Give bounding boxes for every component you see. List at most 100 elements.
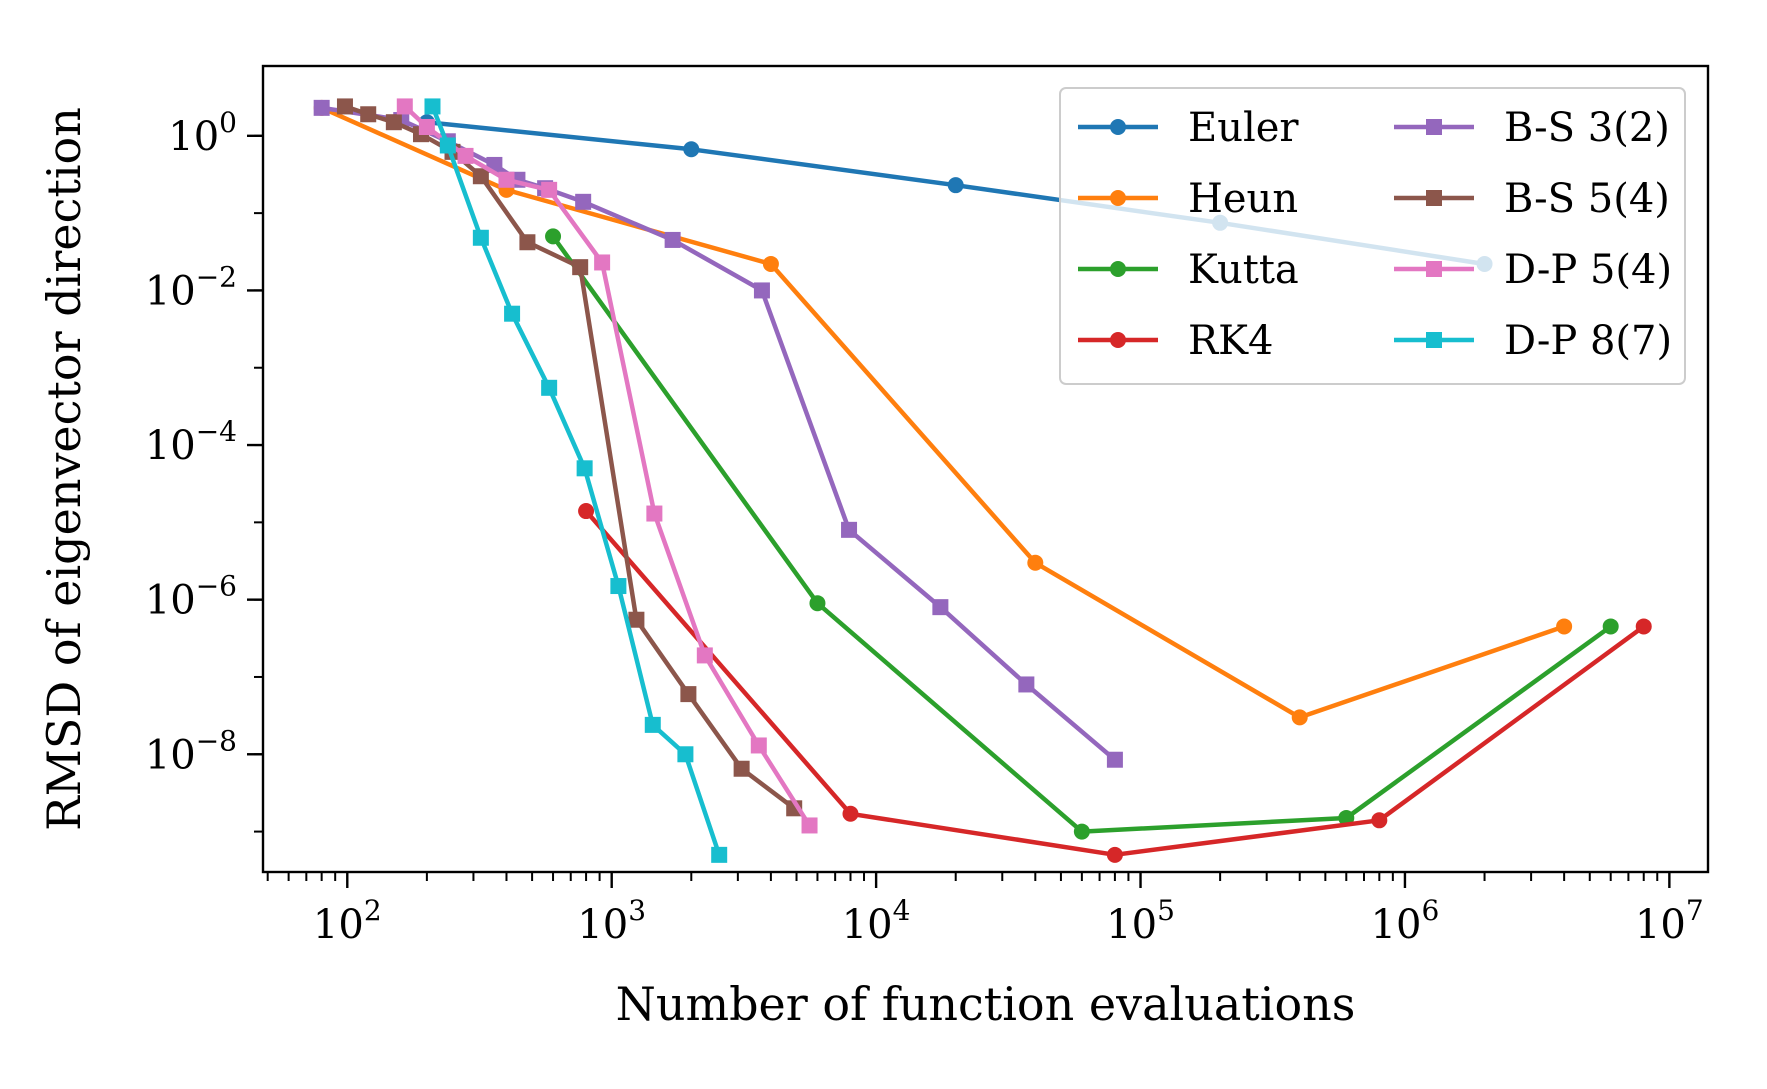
x-tick-label: 106 [1371,894,1440,948]
legend-label: Heun [1188,176,1298,222]
series-kutta [545,228,1619,840]
tick-exponent: 6 [1421,894,1439,927]
tick-base: 10 [1635,902,1686,948]
data-point [947,177,964,194]
tick-exponent: 3 [628,894,646,927]
legend-item: Euler [1078,105,1299,151]
tick-base: 10 [145,423,196,469]
series-b-s-5-4- [336,98,803,817]
legend-label: D-P 8(7) [1504,318,1672,364]
data-point [396,98,413,115]
data-point [711,846,728,863]
legend-label: B-S 5(4) [1504,176,1670,222]
data-point [1106,846,1123,863]
x-tick-label: 105 [1106,894,1175,948]
data-point [472,168,489,185]
data-point [646,505,663,522]
data-point [576,460,593,477]
tick-exponent: 2 [364,894,382,927]
x-axis-title: Number of function evaluations [616,977,1356,1031]
legend-swatch-marker [1110,190,1126,206]
tick-base: 10 [313,902,364,948]
tick-base: 10 [145,268,196,314]
x-tick-label: 103 [577,894,646,948]
legend-label: RK4 [1188,318,1273,364]
legend-swatch-marker [1110,119,1126,135]
data-point [841,521,858,538]
data-point [439,137,456,154]
tick-exponent: 5 [1157,894,1175,927]
legend-item: D-P 8(7) [1394,318,1672,364]
tick-exponent: −8 [196,724,237,757]
data-point [683,141,700,158]
data-point [932,599,949,616]
legend-label: D-P 5(4) [1504,247,1672,293]
tick-exponent: 0 [219,106,237,139]
x-tick-label: 107 [1635,894,1704,948]
data-point [1018,676,1035,693]
data-point [575,193,592,210]
y-axis-title: RMSD of eigenvector direction [37,107,91,831]
data-point [1027,554,1044,571]
data-point [385,114,402,131]
data-point [610,578,627,595]
data-point [842,805,859,822]
data-point [1291,709,1308,726]
plot-frame [261,64,1710,874]
data-point [541,181,558,198]
y-tick-label: 10−4 [145,415,237,469]
y-tick-label: 10−6 [145,570,237,624]
y-tick-label: 10−2 [145,260,237,314]
legend-item: RK4 [1078,318,1273,364]
data-point [628,611,645,628]
y-tick-label: 10−8 [145,724,237,778]
data-point [1602,618,1619,635]
legend-item: B-S 5(4) [1394,176,1670,222]
legend-label: Euler [1188,105,1299,151]
data-point [1635,618,1652,635]
tick-exponent: 7 [1686,894,1704,927]
data-point [336,98,353,115]
legend-label: Kutta [1188,247,1299,293]
legend-item: B-S 3(2) [1394,105,1670,151]
tick-exponent: −2 [196,260,237,293]
x-tick-label: 102 [313,894,382,948]
data-point [696,647,713,664]
series-layer [313,98,1652,863]
tick-exponent: −4 [196,415,237,448]
legend-swatch-marker [1426,261,1442,277]
data-point [801,817,818,834]
data-point [498,171,515,188]
data-point [644,716,661,733]
data-point [541,379,558,396]
data-point [504,305,521,322]
tick-base: 10 [842,902,893,948]
data-point [762,255,779,272]
tick-base: 10 [1371,902,1422,948]
data-point [733,760,750,777]
data-point [1371,812,1388,829]
series-line [429,103,723,858]
data-point [594,254,611,271]
data-point [1556,618,1573,635]
data-point [677,746,694,763]
tick-base: 10 [145,732,196,778]
data-point [664,231,681,248]
legend-item: Heun [1078,176,1298,222]
x-axis: 102 103 104 105 106 107 [266,872,1704,948]
data-point [418,119,435,136]
data-point [313,99,330,116]
legend: Euler Heun Kutta RK4 B-S 3(2) B-S 5(4) D-P 5(4… [1059,87,1686,385]
tick-exponent: −6 [196,570,237,603]
legend-item: Kutta [1078,247,1299,293]
legend-swatch-marker [1110,332,1126,348]
data-point [809,595,826,612]
legend-swatch-marker [1426,119,1442,135]
data-point [1106,751,1123,768]
legend-swatch-marker [1426,332,1442,348]
data-point [572,259,589,276]
data-point [424,98,441,115]
